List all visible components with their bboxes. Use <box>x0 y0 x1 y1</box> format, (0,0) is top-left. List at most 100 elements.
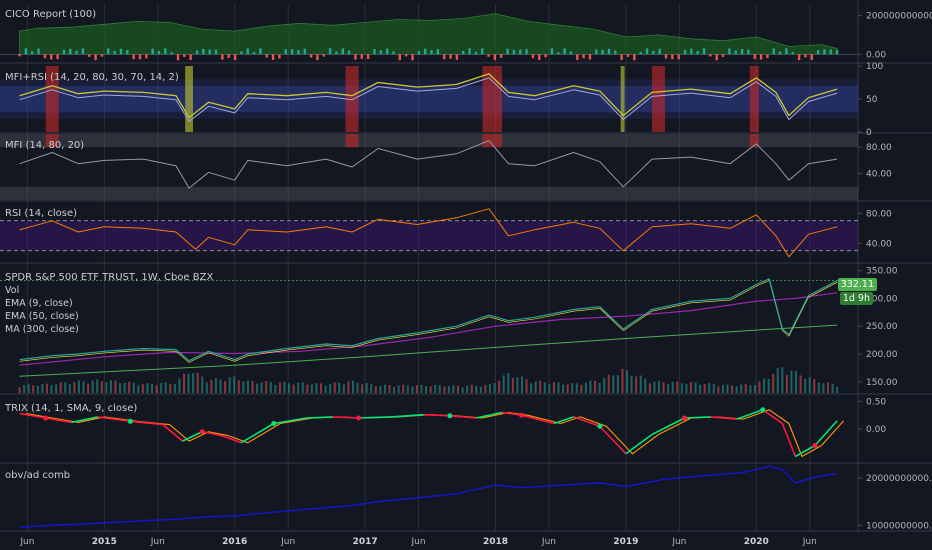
cico-histogram-bar <box>328 48 332 55</box>
volume-bar <box>648 383 651 393</box>
volume-bar <box>658 380 661 393</box>
volume-bar <box>461 387 464 393</box>
cico-histogram-bar <box>240 51 243 55</box>
volume-bar <box>41 383 44 393</box>
cico-histogram-bar <box>550 48 554 55</box>
cico-histogram-bar <box>442 54 446 60</box>
volume-bar <box>447 386 450 393</box>
cico-histogram-bar <box>246 48 249 55</box>
mfirsi-title: MFI+RSI (14, 20, 80, 30, 70, 14, 2) <box>5 72 179 83</box>
time-axis-label: Jun <box>411 537 426 547</box>
volume-bar <box>525 378 528 393</box>
cico-histogram-bar <box>132 54 135 60</box>
cico-histogram-bar <box>804 54 807 58</box>
time-axis-label: 2015 <box>92 537 117 547</box>
cico-histogram-bar <box>183 54 186 58</box>
cico-histogram-bar <box>284 49 287 55</box>
cico-histogram-bar <box>62 49 66 55</box>
trix-cross-marker <box>447 413 453 419</box>
cico-histogram-bar <box>417 51 421 55</box>
volume-bar <box>365 383 368 393</box>
cico-histogram-bar <box>563 48 566 55</box>
cico-histogram-bar <box>531 54 535 59</box>
volume-bar <box>539 380 542 393</box>
time-axis-label: Jun <box>280 537 295 547</box>
mfi-tick-label: 80.00 <box>866 143 892 153</box>
volume-bar <box>808 377 811 393</box>
volume-bar <box>132 382 135 393</box>
volume-bar <box>429 386 432 393</box>
trix-segment <box>201 430 222 437</box>
cico-histogram-bar <box>607 48 611 55</box>
volume-bar <box>246 380 249 393</box>
cico-histogram-bar <box>759 54 763 60</box>
cico-histogram-bar <box>683 50 687 55</box>
cico-histogram-bar <box>259 48 262 55</box>
cico-histogram-bar <box>208 49 211 55</box>
volume-bar <box>813 378 816 393</box>
cico-histogram-bar <box>468 48 471 55</box>
cico-histogram-bar <box>525 49 528 55</box>
volume-bar <box>621 368 624 393</box>
price-tick-label: 350.00 <box>866 267 898 277</box>
volume-bar <box>128 381 131 393</box>
volume-bar <box>735 386 738 393</box>
volume-bar <box>493 383 496 393</box>
volume-bar <box>589 380 592 393</box>
cico-histogram-bar <box>189 54 192 61</box>
trix-cross-marker <box>597 423 603 429</box>
trix-segment <box>97 416 131 423</box>
cico-histogram-bar <box>75 50 78 55</box>
volume-bar <box>210 379 213 393</box>
time-axis-label: 2017 <box>353 537 378 547</box>
cico-histogram-bar <box>56 54 59 60</box>
volume-bar <box>680 383 683 393</box>
volume-bar <box>411 386 414 393</box>
cico-histogram-bar <box>354 54 357 60</box>
trix-segment <box>306 416 333 419</box>
volume-bar <box>580 384 583 393</box>
volume-bar <box>689 382 692 393</box>
trix-segment <box>162 423 184 442</box>
cico-histogram-bar <box>398 54 402 61</box>
volume-bar <box>356 382 359 393</box>
mfi-highlight <box>45 134 59 148</box>
rsi-title: RSI (14, close) <box>5 208 78 219</box>
trix-title: TRIX (14, 1, SMA, 9, close) <box>5 403 138 414</box>
cico-histogram-bar <box>728 48 731 55</box>
cico-histogram-bar <box>341 48 344 55</box>
volume-bar <box>571 383 574 393</box>
volume-bar <box>59 382 62 393</box>
obv-tick-label: 20000000000.00 <box>866 474 932 484</box>
volume-bar <box>685 383 688 393</box>
last-price-badge: 332.11 <box>837 278 877 291</box>
volume-bar <box>374 386 377 393</box>
cico-histogram-bar <box>379 50 383 55</box>
trix-segment <box>795 444 816 458</box>
volume-bar <box>822 383 825 393</box>
cico-histogram-bar <box>487 54 490 57</box>
volume-bar <box>626 370 629 393</box>
volume-bar <box>785 374 788 393</box>
time-axis-label: Jun <box>150 537 165 547</box>
volume-bar <box>201 376 204 393</box>
volume-bar <box>105 382 108 393</box>
trix-segment <box>501 411 522 417</box>
volume-bar <box>740 384 743 393</box>
trix-segment <box>221 434 242 444</box>
price-title: SPDR S&P 500 ETF TRUST, 1W, Cboe BZX <box>5 272 214 283</box>
volume-bar <box>548 384 551 393</box>
volume-bar <box>712 384 715 393</box>
cico-histogram-bar <box>753 54 756 59</box>
cico-histogram-bar <box>557 52 560 55</box>
volume-bar <box>361 384 364 393</box>
trix-segment <box>449 415 477 419</box>
volume-bar <box>731 385 734 393</box>
trix-cross-marker <box>199 429 205 435</box>
volume-bar <box>283 381 286 393</box>
volume-bar <box>237 380 240 393</box>
volume-bar <box>438 385 441 393</box>
volume-bar <box>753 385 756 393</box>
